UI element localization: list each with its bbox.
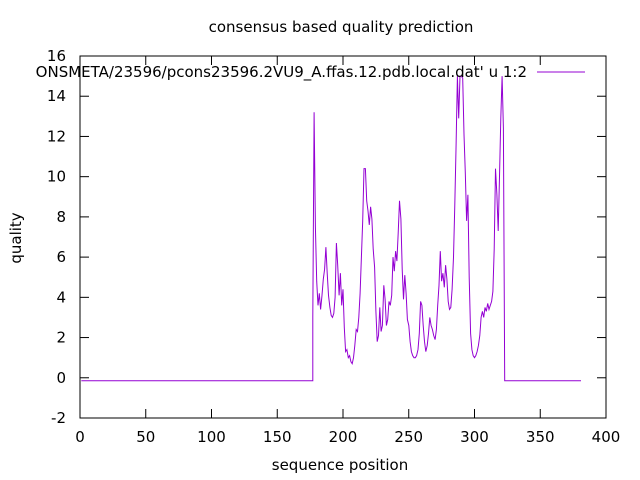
y-tick-label: 14 [47,87,66,105]
y-tick-label: 16 [47,47,66,65]
plot-frame [79,55,607,419]
y-tick-label: 0 [56,369,66,387]
y-tick-label: 8 [56,208,66,226]
y-tick-label: 2 [56,329,66,347]
y-tick-label: -2 [51,409,66,427]
x-tick-label: 100 [197,428,226,446]
x-tick-label: 200 [329,428,358,446]
x-tick-label: 350 [526,428,555,446]
y-tick-label: 10 [47,168,66,186]
x-tick-label: 150 [263,428,292,446]
y-axis-ticks: -2 0 2 4 6 8 10 12 14 16 [47,47,606,427]
x-axis-label: sequence position [272,456,408,474]
x-tick-label: 50 [136,428,155,446]
chart-title: consensus based quality prediction [209,18,474,36]
x-tick-label: 400 [592,428,621,446]
series-line [81,75,581,382]
legend-label: ONSMETA/23596/pcons23596.2VU9_A.ffas.12.… [36,63,527,82]
y-axis-label: quality [7,212,25,263]
x-tick-label: 0 [75,428,85,446]
y-tick-label: 4 [56,288,66,306]
y-tick-label: 6 [56,248,66,266]
x-tick-label: 300 [460,428,489,446]
x-axis-ticks: 0 50 100 150 200 250 300 350 400 [75,56,620,446]
y-tick-label: 12 [47,127,66,145]
x-tick-label: 250 [394,428,423,446]
